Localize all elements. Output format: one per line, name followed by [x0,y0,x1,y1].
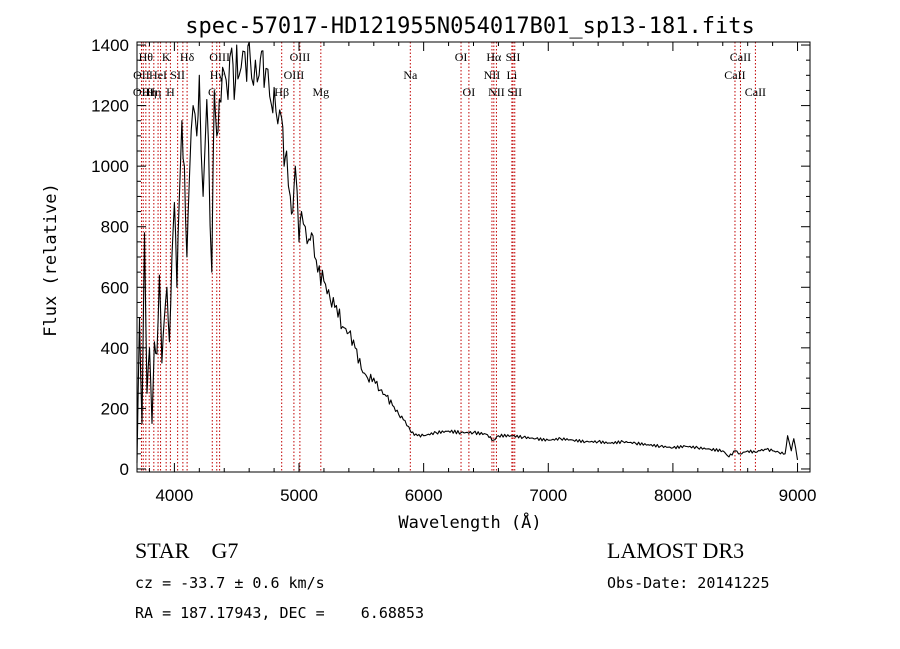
spectral-line-label: CaII [730,50,751,64]
spectral-line-label: G [208,85,217,99]
spectral-line-label: OIII [284,68,305,82]
survey-name: LAMOST DR3 [607,538,745,563]
x-axis-label: Wavelength (Å) [398,511,541,533]
spectral-line-label: Hδ [180,50,195,64]
spectral-line-label: OIII [209,50,230,64]
spectral-line-label: OI [463,85,476,99]
spectral-line-label: NII [488,85,505,99]
spectral-line-label: CaII [745,85,766,99]
spectral-line-label: Li [507,68,518,82]
spectral-line-label: OIII [133,85,154,99]
obs-date: Obs-Date: 20141225 [607,574,770,592]
y-tick-label: 400 [101,339,129,358]
spectral-lines-layer [140,42,756,472]
spectral-line-label: H [166,85,175,99]
chart-title: spec-57017-HD121955N054017B01_sp13-181.f… [185,14,755,39]
spectral-line-label: HeI [149,68,167,82]
x-tick-label: 7000 [529,486,567,505]
y-tick-label: 1400 [91,36,129,55]
x-tick-label: 5000 [280,486,318,505]
y-tick-label: 0 [120,460,129,479]
x-tick-label: 6000 [405,486,443,505]
spectral-line-label: Na [403,68,418,82]
series-layer [136,41,799,463]
spectral-line-label: Hη [142,85,157,99]
spectral-line-label: SII [506,50,521,64]
y-tick-label: 1000 [91,157,129,176]
spectral-line-label: K [162,50,171,64]
x-tick-label: 4000 [155,486,193,505]
plot-frame [136,41,811,473]
x-tick-label: 9000 [779,486,817,505]
redshift-cz: cz = -33.7 ± 0.6 km/s [135,574,325,592]
x-tick-label: 8000 [654,486,692,505]
spectral-line-label: SII [170,68,185,82]
spectral-line-label: Mg [312,85,329,99]
spectral-line-label: SII [507,85,522,99]
spectral-line-label: OIII [290,50,311,64]
spectral-line-label: OI [455,50,468,64]
spectral-line-label: CaII [724,68,745,82]
spectral-line-label: Hβ [274,85,289,99]
spectral-line-label: Hη [146,85,161,99]
spectral-line-label: Hα [486,50,502,64]
y-tick-label: 600 [101,278,129,297]
y-tick-label: 800 [101,218,129,237]
spectral-line-label: NII [484,68,501,82]
spectral-line-label: OII [133,68,150,82]
spectral-line-label: Hθ [139,50,154,64]
object-type: STAR G7 [135,538,239,563]
spectrum-line [136,41,799,463]
y-axis-label: Flux (relative) [41,183,61,337]
ra-dec: RA = 187.17943, DEC = 6.68853 [135,604,424,622]
y-tick-label: 200 [101,399,129,418]
spectral-line-label: Hγ [210,68,225,82]
axes-layer: 4000 5000 6000 7000 8000 9000 0 200 400 600 800 100… [91,36,816,505]
y-tick-label: 1200 [91,97,129,116]
